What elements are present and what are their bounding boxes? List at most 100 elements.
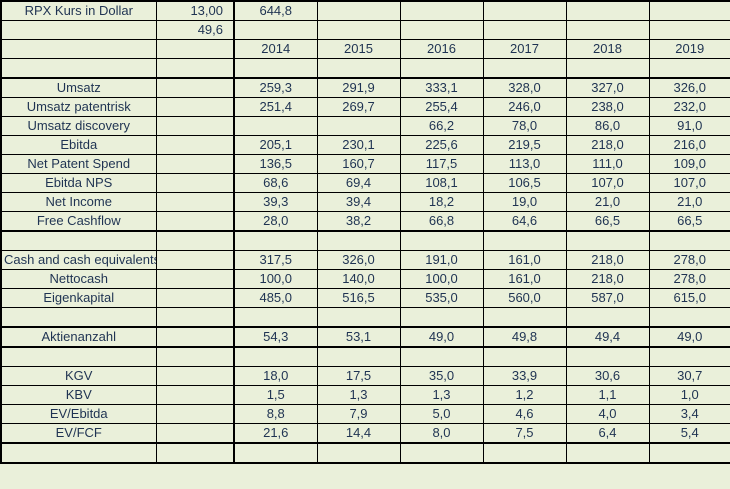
empty-cell[interactable] xyxy=(155,423,235,444)
value-cell[interactable]: 225,6 xyxy=(399,135,484,155)
value-cell[interactable]: 644,8 xyxy=(233,0,318,21)
year-header-cell[interactable]: 2017 xyxy=(482,39,567,59)
value-cell[interactable]: 232,0 xyxy=(648,97,730,117)
value-cell[interactable]: 117,5 xyxy=(399,154,484,174)
value-cell[interactable]: 218,0 xyxy=(565,135,650,155)
value-cell[interactable]: 8,8 xyxy=(233,404,318,424)
value-cell[interactable]: 326,0 xyxy=(648,77,730,98)
empty-cell[interactable] xyxy=(316,0,401,21)
value-cell[interactable]: 560,0 xyxy=(482,288,567,308)
value-cell[interactable]: 218,0 xyxy=(565,250,650,270)
empty-cell[interactable] xyxy=(316,116,401,136)
empty-cell[interactable] xyxy=(399,346,484,367)
year-header-cell[interactable]: 2016 xyxy=(399,39,484,59)
empty-cell[interactable] xyxy=(648,20,730,40)
value-cell[interactable]: 1,3 xyxy=(316,385,401,405)
value-cell[interactable]: 107,0 xyxy=(565,173,650,193)
empty-cell[interactable] xyxy=(565,346,650,367)
value-cell[interactable]: 21,6 xyxy=(233,423,318,444)
empty-cell[interactable] xyxy=(399,307,484,328)
value-cell[interactable]: 333,1 xyxy=(399,77,484,98)
row-label-cell[interactable]: Umsatz discovery xyxy=(0,116,157,136)
value-cell[interactable]: 38,2 xyxy=(316,211,401,232)
empty-cell[interactable] xyxy=(155,366,235,386)
empty-cell[interactable] xyxy=(233,307,318,328)
value-cell[interactable]: 5,0 xyxy=(399,404,484,424)
value-cell[interactable]: 160,7 xyxy=(316,154,401,174)
value-cell[interactable]: 278,0 xyxy=(648,250,730,270)
empty-cell[interactable] xyxy=(316,307,401,328)
empty-cell[interactable] xyxy=(648,307,730,328)
value-cell[interactable]: 21,0 xyxy=(565,192,650,212)
value-cell[interactable]: 291,9 xyxy=(316,77,401,98)
empty-cell[interactable] xyxy=(233,230,318,251)
value-cell[interactable]: 106,5 xyxy=(482,173,567,193)
value-cell[interactable]: 6,4 xyxy=(565,423,650,444)
value-cell[interactable]: 255,4 xyxy=(399,97,484,117)
empty-cell[interactable] xyxy=(155,173,235,193)
empty-cell[interactable] xyxy=(565,442,650,464)
value-cell[interactable]: 5,4 xyxy=(648,423,730,444)
empty-cell[interactable] xyxy=(233,58,318,79)
row-label-cell[interactable]: EV/FCF xyxy=(0,423,157,444)
value-cell[interactable]: 100,0 xyxy=(399,269,484,289)
empty-cell[interactable] xyxy=(565,0,650,21)
param-value-cell[interactable]: 49,6 xyxy=(155,20,235,40)
empty-cell[interactable] xyxy=(648,230,730,251)
value-cell[interactable]: 278,0 xyxy=(648,269,730,289)
value-cell[interactable]: 18,2 xyxy=(399,192,484,212)
empty-cell[interactable] xyxy=(482,346,567,367)
value-cell[interactable]: 205,1 xyxy=(233,135,318,155)
value-cell[interactable]: 78,0 xyxy=(482,116,567,136)
year-header-cell[interactable]: 2018 xyxy=(565,39,650,59)
value-cell[interactable]: 54,3 xyxy=(233,326,318,348)
value-cell[interactable]: 140,0 xyxy=(316,269,401,289)
value-cell[interactable]: 66,2 xyxy=(399,116,484,136)
value-cell[interactable]: 19,0 xyxy=(482,192,567,212)
value-cell[interactable]: 7,9 xyxy=(316,404,401,424)
row-label-cell[interactable]: Ebitda xyxy=(0,135,157,155)
value-cell[interactable]: 1,1 xyxy=(565,385,650,405)
value-cell[interactable]: 328,0 xyxy=(482,77,567,98)
value-cell[interactable]: 516,5 xyxy=(316,288,401,308)
value-cell[interactable]: 8,0 xyxy=(399,423,484,444)
value-cell[interactable]: 53,1 xyxy=(316,326,401,348)
value-cell[interactable]: 269,7 xyxy=(316,97,401,117)
value-cell[interactable]: 4,6 xyxy=(482,404,567,424)
empty-cell[interactable] xyxy=(155,58,235,79)
value-cell[interactable]: 3,4 xyxy=(648,404,730,424)
empty-cell[interactable] xyxy=(155,288,235,308)
empty-cell[interactable] xyxy=(155,385,235,405)
empty-cell[interactable] xyxy=(155,250,235,270)
value-cell[interactable]: 30,6 xyxy=(565,366,650,386)
empty-cell[interactable] xyxy=(565,58,650,79)
value-cell[interactable]: 91,0 xyxy=(648,116,730,136)
year-header-cell[interactable]: 2014 xyxy=(233,39,318,59)
value-cell[interactable]: 66,5 xyxy=(648,211,730,232)
value-cell[interactable]: 485,0 xyxy=(233,288,318,308)
row-label-cell[interactable]: KGV xyxy=(0,366,157,386)
empty-cell[interactable] xyxy=(155,230,235,251)
row-label-cell[interactable]: RPX Kurs in Dollar xyxy=(0,0,157,21)
empty-cell[interactable] xyxy=(316,346,401,367)
value-cell[interactable]: 259,3 xyxy=(233,77,318,98)
empty-cell[interactable] xyxy=(155,154,235,174)
value-cell[interactable]: 326,0 xyxy=(316,250,401,270)
empty-cell[interactable] xyxy=(565,20,650,40)
empty-cell[interactable] xyxy=(0,39,157,59)
value-cell[interactable]: 1,5 xyxy=(233,385,318,405)
value-cell[interactable]: 49,4 xyxy=(565,326,650,348)
value-cell[interactable]: 216,0 xyxy=(648,135,730,155)
empty-cell[interactable] xyxy=(233,442,318,464)
value-cell[interactable]: 230,1 xyxy=(316,135,401,155)
value-cell[interactable]: 191,0 xyxy=(399,250,484,270)
empty-cell[interactable] xyxy=(482,0,567,21)
value-cell[interactable]: 1,3 xyxy=(399,385,484,405)
empty-cell[interactable] xyxy=(155,211,235,232)
value-cell[interactable]: 7,5 xyxy=(482,423,567,444)
empty-cell[interactable] xyxy=(233,20,318,40)
empty-cell[interactable] xyxy=(0,346,157,367)
empty-cell[interactable] xyxy=(482,20,567,40)
row-label-cell[interactable]: Net Patent Spend xyxy=(0,154,157,174)
value-cell[interactable]: 49,0 xyxy=(399,326,484,348)
